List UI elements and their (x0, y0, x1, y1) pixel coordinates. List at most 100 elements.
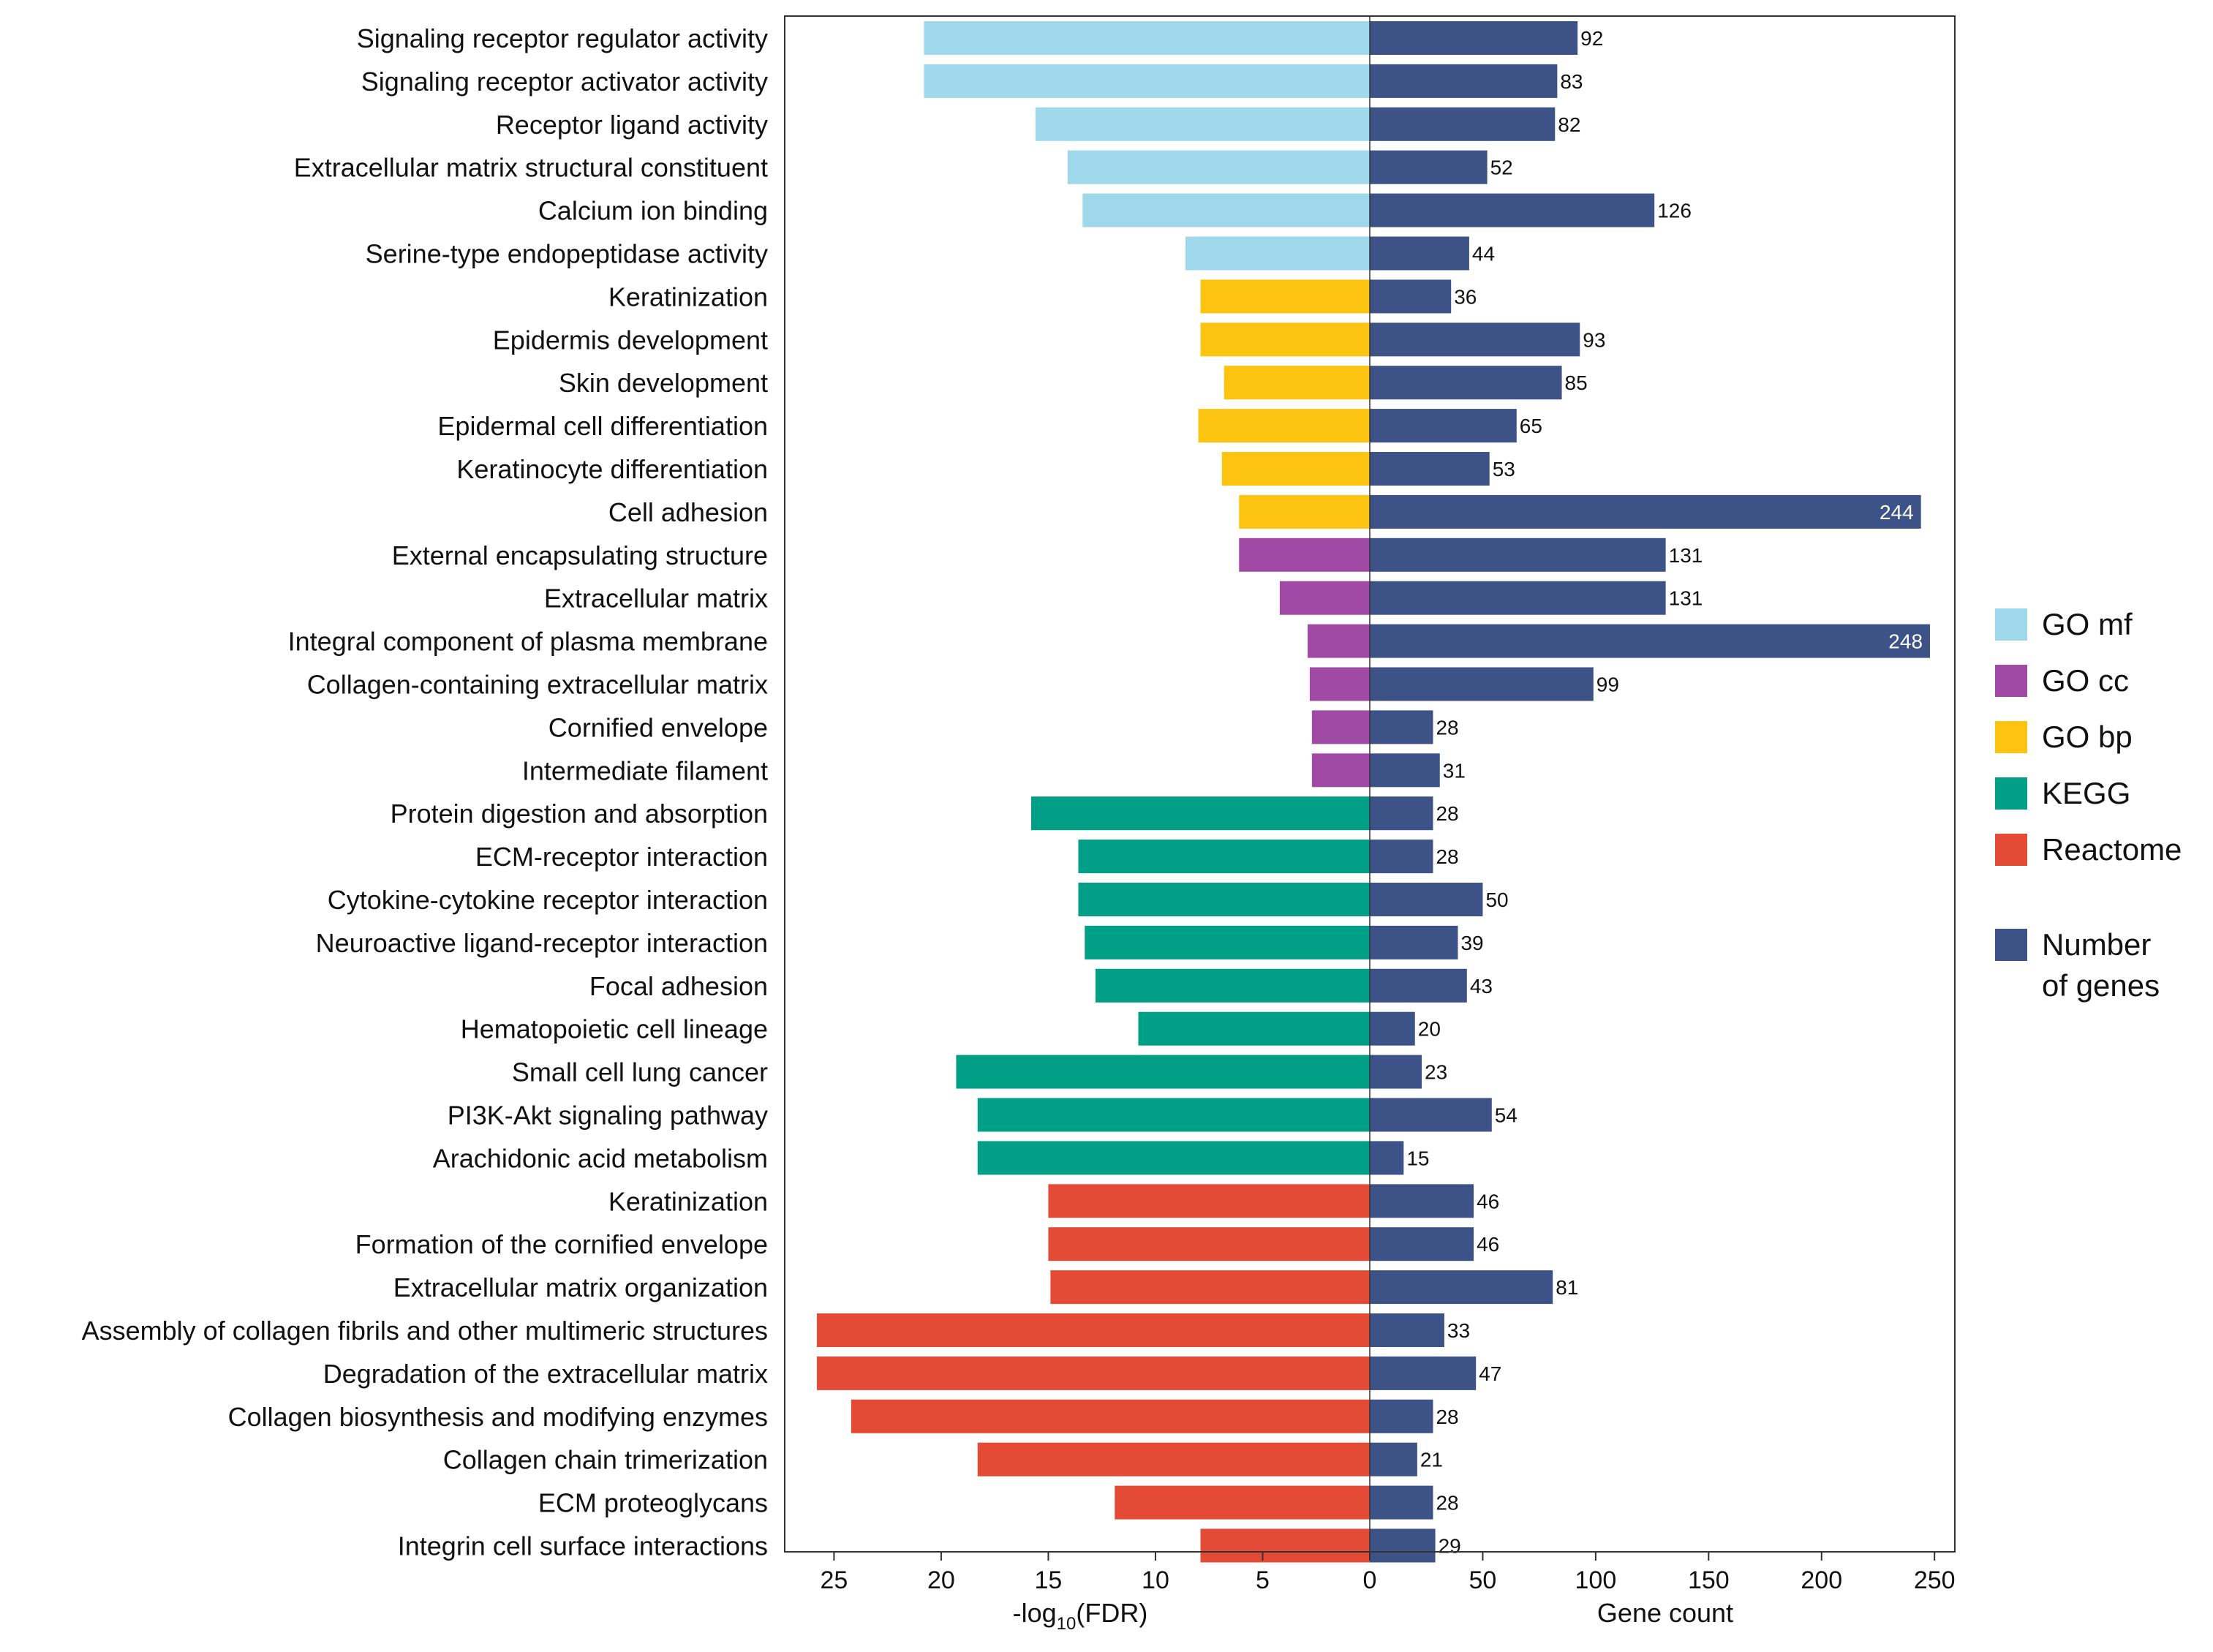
fdr-bar (1085, 925, 1370, 959)
category-label: Formation of the cornified envelope (355, 1229, 768, 1259)
gene-count-bar (1370, 1141, 1404, 1175)
category-label: Neuroactive ligand-receptor interaction (316, 928, 768, 958)
gene-count-label: 99 (1596, 674, 1619, 696)
fdr-bar (1067, 150, 1370, 184)
right-tick-label: 100 (1575, 1566, 1617, 1594)
fdr-bar (977, 1098, 1370, 1132)
gene-count-bar (1370, 840, 1433, 874)
gene-count-bar (1370, 1184, 1474, 1218)
legend-swatch (1995, 608, 2027, 641)
gene-count-label: 131 (1669, 544, 1703, 567)
legend-label: GO bp (2042, 720, 2133, 754)
category-label: Assembly of collagen fibrils and other m… (82, 1316, 768, 1346)
gene-count-bar (1370, 753, 1440, 788)
fdr-bar (1308, 624, 1370, 658)
gene-count-bar (1370, 494, 1921, 529)
category-label: Collagen chain trimerization (443, 1445, 768, 1475)
gene-count-bar (1370, 366, 1562, 400)
gene-count-bar (1370, 1270, 1553, 1305)
fdr-bar (1138, 1011, 1370, 1046)
legend-swatch-genes (1995, 929, 2027, 961)
gene-count-bar (1370, 1227, 1474, 1261)
fdr-bar (924, 21, 1370, 55)
category-label: Focal adhesion (589, 971, 768, 1001)
gene-count-bar (1370, 796, 1433, 831)
fdr-bar (1050, 1270, 1370, 1305)
category-label: Collagen-containing extracellular matrix (307, 670, 768, 700)
gene-count-label: 43 (1470, 975, 1493, 997)
gene-count-label: 39 (1460, 932, 1483, 954)
gene-count-label: 28 (1436, 845, 1458, 868)
category-labels: Signaling receptor regulator activity Sig… (82, 23, 768, 1561)
category-label: Extracellular matrix organization (393, 1272, 768, 1302)
category-label: Calcium ion binding (538, 196, 768, 226)
legend-swatch (1995, 834, 2027, 866)
gene-count-bar (1370, 581, 1666, 615)
gene-count-bar (1370, 1356, 1477, 1390)
gene-count-label: 23 (1425, 1061, 1447, 1084)
gene-count-bar (1370, 1313, 1444, 1347)
legend: GO mf GO cc GO bp KEGG Reactome Number of gene… (1995, 607, 2182, 1003)
category-label: Cell adhesion (608, 497, 768, 527)
fdr-bar (1078, 883, 1370, 916)
legend-label: KEGG (2042, 776, 2130, 810)
left-tick-label: 10 (1142, 1566, 1169, 1594)
category-label: Small cell lung cancer (512, 1057, 768, 1087)
fdr-bar (1095, 968, 1370, 1003)
gene-count-label: 93 (1583, 328, 1605, 351)
left-axis-title-main: -log (1013, 1598, 1057, 1628)
fdr-bar (816, 1356, 1370, 1390)
right-axis-ticks: 50 100 150 200 250 (1369, 1552, 1956, 1594)
legend-label: GO cc (2042, 663, 2129, 698)
fdr-bar (1035, 107, 1370, 141)
fdr-bar (1224, 366, 1370, 400)
category-label: Collagen biosynthesis and modifying enzy… (228, 1402, 768, 1432)
left-axis-title-tail: (FDR) (1076, 1598, 1147, 1628)
category-label: Keratinization (608, 282, 768, 312)
gene-count-bar (1370, 1485, 1433, 1520)
gene-count-label: 47 (1479, 1362, 1501, 1385)
category-label: Protein digestion and absorption (391, 799, 768, 829)
category-label: Hematopoietic cell lineage (461, 1014, 768, 1044)
category-label: Cornified envelope (548, 712, 768, 742)
fdr-bar (1200, 323, 1370, 357)
gene-count-bar (1370, 236, 1469, 271)
fdr-bar (1221, 452, 1370, 486)
gene-count-label: 131 (1669, 587, 1703, 610)
gene-count-bar (1370, 1098, 1492, 1132)
category-label: External encapsulating structure (392, 540, 768, 570)
fdr-bar (1185, 236, 1370, 271)
fdr-bar (1309, 667, 1370, 701)
category-label: Arachidonic acid metabolism (433, 1143, 768, 1173)
gene-count-label: 46 (1477, 1233, 1499, 1256)
fdr-bar (1239, 538, 1370, 572)
legend-swatch (1995, 665, 2027, 697)
gene-count-label: 15 (1406, 1147, 1429, 1169)
gene-count-label: 81 (1556, 1276, 1578, 1299)
category-label: ECM-receptor interaction (475, 842, 768, 872)
gene-count-label: 50 (1485, 889, 1508, 911)
category-label: Cytokine-cytokine receptor interaction (328, 885, 768, 915)
gene-count-label: 20 (1418, 1018, 1441, 1041)
fdr-bar (1048, 1184, 1370, 1218)
gene-count-bar (1370, 107, 1556, 141)
category-label: Epidermis development (493, 325, 768, 355)
category-label: Serine-type endopeptidase activity (366, 239, 768, 269)
fdr-bar (977, 1141, 1370, 1175)
fdr-bar (1311, 710, 1370, 744)
gene-count-bar (1370, 279, 1452, 314)
gene-count-label: 36 (1454, 285, 1477, 308)
gene-count-bar (1370, 452, 1490, 486)
category-label: Skin development (559, 368, 768, 398)
gene-count-label: 28 (1436, 802, 1458, 825)
legend-swatch (1995, 777, 2027, 810)
left-tick-label: 20 (927, 1566, 955, 1594)
category-label: Epidermal cell differentiation (437, 411, 768, 441)
gene-count-label: 92 (1580, 27, 1603, 50)
gene-count-label: 53 (1493, 458, 1515, 480)
gene-count-bar (1370, 21, 1578, 55)
fdr-bar (1279, 581, 1370, 615)
left-axis-ticks: 25 20 15 10 5 0 (820, 1552, 1376, 1594)
gene-count-label: 33 (1447, 1319, 1470, 1342)
bars-layer (816, 21, 1931, 1563)
